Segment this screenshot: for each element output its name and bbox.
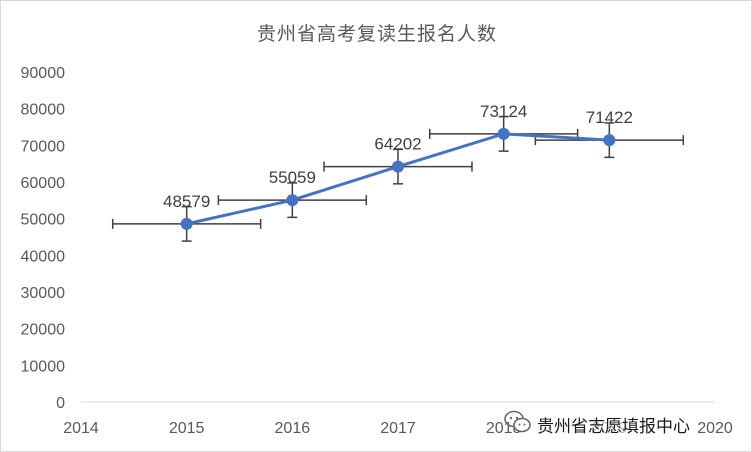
- x-tick-label: 2014: [63, 420, 99, 437]
- watermark-text: 贵州省志愿填报中心: [537, 412, 690, 437]
- x-tick-label: 2018: [486, 420, 522, 437]
- x-tick-label: 2016: [275, 420, 311, 437]
- y-tick-label: 90000: [21, 65, 66, 82]
- y-tick-label: 30000: [21, 285, 66, 302]
- watermark: 贵州省志愿填报中心: [501, 406, 751, 446]
- y-tick-label: 60000: [21, 175, 66, 192]
- data-point: [180, 217, 193, 230]
- data-point: [286, 194, 299, 207]
- chart-title: 贵州省高考复读生报名人数: [256, 23, 497, 45]
- data-points: [180, 127, 616, 230]
- y-tick-label: 10000: [21, 358, 66, 375]
- data-labels: 48579 55059 64202 73124 71422: [163, 102, 633, 211]
- y-tick-label: 50000: [21, 212, 66, 229]
- data-label: 64202: [374, 135, 421, 154]
- y-tick-label: 0: [56, 395, 65, 412]
- y-tick-label: 70000: [21, 138, 66, 155]
- wechat-icon: [504, 410, 531, 433]
- data-label: 48579: [163, 192, 210, 211]
- data-label: 71422: [586, 108, 633, 127]
- data-label: 73124: [480, 102, 527, 121]
- y-tick-label: 80000: [21, 102, 66, 119]
- y-tick-label: 20000: [21, 322, 66, 339]
- y-axis-ticks: 0 10000 20000 30000 40000 50000 60000 70000 8000…: [21, 65, 66, 412]
- data-point: [497, 127, 510, 140]
- x-tick-label: 2015: [169, 420, 205, 437]
- data-label: 55059: [269, 168, 316, 187]
- x-tick-label: 2020: [697, 420, 733, 437]
- data-point: [392, 160, 404, 173]
- y-tick-label: 40000: [21, 248, 66, 265]
- x-tick-label: 2017: [380, 420, 416, 437]
- data-point: [603, 134, 616, 147]
